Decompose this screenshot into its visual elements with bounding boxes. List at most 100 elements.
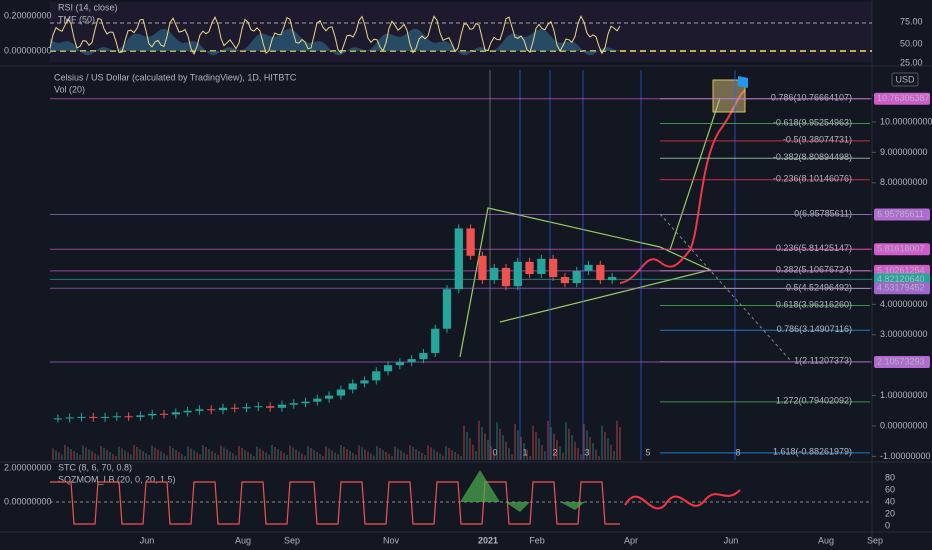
volume-bar (139, 449, 141, 460)
candle (124, 416, 133, 418)
axis-label: 50.00 (900, 38, 923, 48)
volume-bar (403, 452, 405, 460)
time-label: Aug (235, 535, 251, 545)
rsi-line (49, 14, 621, 56)
candle (89, 416, 98, 418)
volume-bar (556, 440, 558, 460)
price-tick-label: -1.00000000 (880, 451, 931, 461)
candle (607, 277, 617, 281)
fib-label: 0.786(3.14907116) (777, 324, 852, 334)
price-tick-label: 8.00000000 (880, 177, 928, 187)
price-label: 5.81618007 (877, 244, 925, 254)
volume-bar (205, 447, 207, 460)
price-label: 5.10261254 (877, 265, 925, 275)
fib-label: -0.236(8.10146076) (773, 174, 852, 184)
volume-bar (190, 448, 192, 460)
axis-label: 40 (885, 496, 895, 506)
candle (525, 261, 534, 274)
volume-bar (451, 450, 453, 460)
volume-bar (292, 447, 294, 460)
volume-bar (598, 456, 600, 460)
axis-label: 2.00000000 (4, 462, 52, 472)
candle (242, 407, 251, 409)
volume-bar (475, 451, 477, 460)
axis-label: 0 (885, 520, 890, 530)
volume-bar (178, 452, 180, 460)
candle (289, 403, 298, 405)
volume-bar (169, 446, 171, 460)
price-label-box (874, 282, 930, 295)
volume-bar (112, 454, 114, 460)
volume-bar (73, 451, 75, 460)
fib-label: -0.618(9.95254963) (773, 117, 852, 127)
volume-bar (64, 445, 66, 460)
volume-bar (295, 449, 297, 460)
volume-bar (481, 427, 483, 460)
volume-bar (589, 436, 591, 460)
volume-bar (427, 445, 429, 460)
volume-bar (199, 454, 201, 460)
volume-bar (439, 453, 441, 460)
currency-box[interactable] (891, 72, 919, 87)
candle (596, 264, 605, 281)
volume-bar (547, 420, 549, 460)
volume-bar (91, 451, 93, 460)
candle (419, 353, 428, 360)
volume-bar (568, 428, 570, 460)
volume-bar (166, 455, 168, 460)
volume-bar (502, 435, 504, 460)
axis-label: 60 (885, 484, 895, 494)
volume-bar (412, 447, 414, 460)
fib-label: 0(6.95785611) (794, 208, 852, 218)
volume-bar (493, 452, 495, 460)
volume-bar (163, 453, 165, 460)
volume-bar (499, 428, 501, 460)
volume-bar (94, 453, 96, 460)
currency[interactable]: USD (895, 74, 915, 84)
panel-label: STC (8, 6, 70, 0.8) (58, 462, 132, 472)
volume-bar (100, 446, 102, 460)
volume-bar (145, 453, 147, 460)
candle (360, 380, 369, 384)
candle (183, 410, 192, 413)
volume-bar (478, 420, 480, 460)
candle (171, 412, 180, 415)
volume-bar (304, 455, 306, 460)
volume-bar (250, 454, 252, 460)
volume-bar (124, 450, 126, 460)
volume-bar (283, 453, 285, 460)
volume-bar (406, 454, 408, 460)
candle (383, 365, 393, 372)
volume-bar (355, 455, 357, 460)
volume-bar (367, 451, 369, 460)
volume-bar (400, 450, 402, 460)
volume-bar (364, 449, 366, 460)
volume-bar (607, 438, 609, 460)
volume-bar (601, 425, 603, 460)
axis-label: 75.00 (900, 16, 923, 26)
price-label: 2.10573293 (877, 356, 925, 366)
volume-bar (265, 452, 267, 460)
flag-icon (738, 76, 748, 88)
volume-bar (505, 441, 507, 460)
volume-bar (136, 447, 138, 460)
fib-label: 1.272(0.79402092) (776, 396, 852, 406)
panel-label: SQZMOM_LB (20, 0, 20, 1.5) (58, 474, 176, 484)
volume-bar (535, 432, 537, 460)
price-label-box (874, 355, 930, 368)
volume-bar (574, 441, 576, 460)
volume-bar (484, 433, 486, 460)
candle (454, 228, 463, 290)
tmf-area (50, 28, 620, 56)
price-tick-label: 9.00000000 (880, 147, 928, 157)
fib-label: 0.786(10.76664107) (771, 93, 852, 103)
volume-bar (454, 452, 456, 460)
volume-bar (79, 455, 81, 460)
candle (159, 413, 169, 415)
volume-bar (97, 455, 99, 460)
volume-bar (376, 446, 378, 460)
volume-bar (277, 449, 279, 460)
volume-bar (268, 454, 270, 460)
fib-label: 0.618(3.96316260) (776, 299, 852, 309)
volume-bar (187, 446, 189, 460)
